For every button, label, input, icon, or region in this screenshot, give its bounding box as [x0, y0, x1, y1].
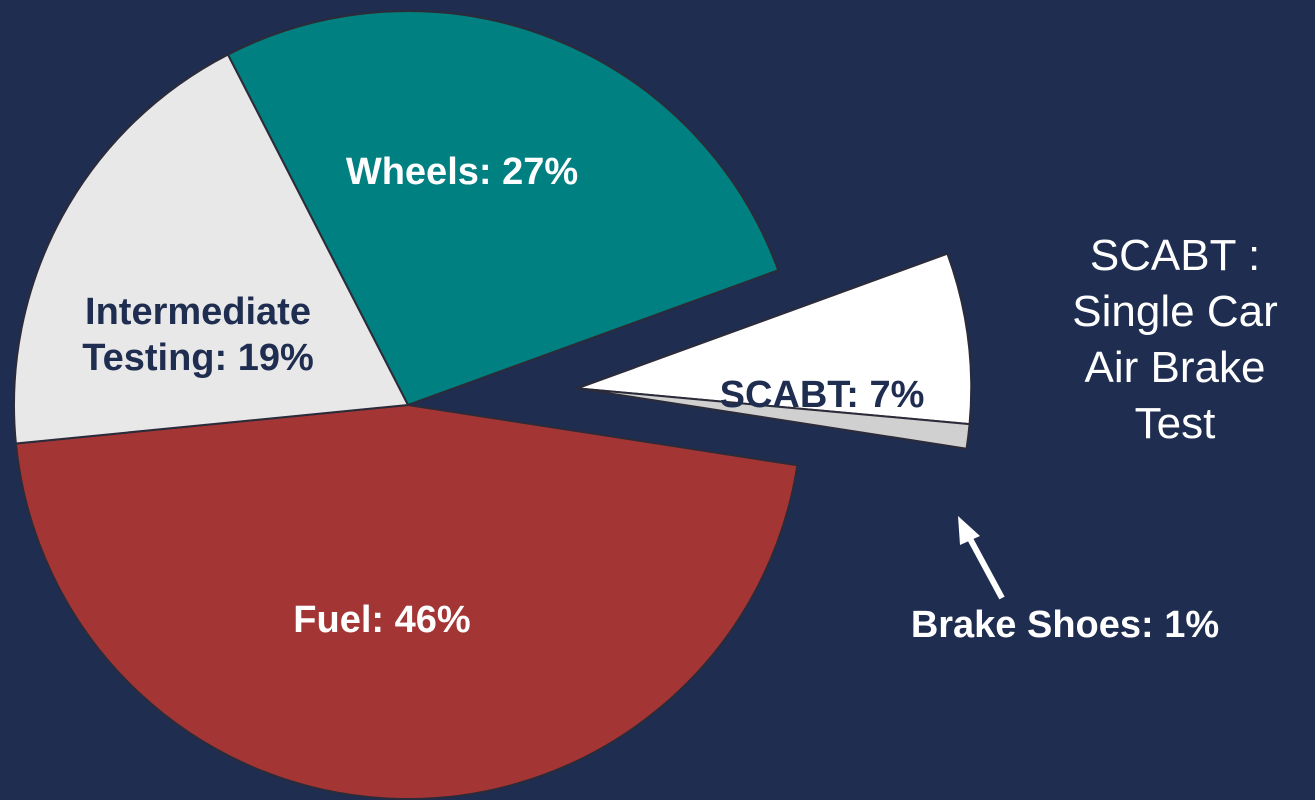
pie-slice	[576, 252, 973, 426]
slice-label: Brake Shoes: 1%	[910, 604, 1220, 646]
annotation: SCABT : Single Car Air Brake Test	[1072, 231, 1278, 448]
pie-slice	[226, 10, 780, 406]
slice-label: SCABT: 7%	[719, 374, 925, 416]
pie-slice	[576, 387, 971, 450]
arrow-shaft	[965, 533, 1005, 600]
pie-slice	[13, 53, 409, 445]
arrow-head	[958, 516, 980, 545]
slice-label: Intermediate Testing: 19%	[82, 291, 314, 379]
pie-slice	[14, 404, 799, 800]
slice-label: Wheels: 27%	[345, 151, 579, 193]
slice-label: Fuel: 46%	[293, 599, 471, 641]
